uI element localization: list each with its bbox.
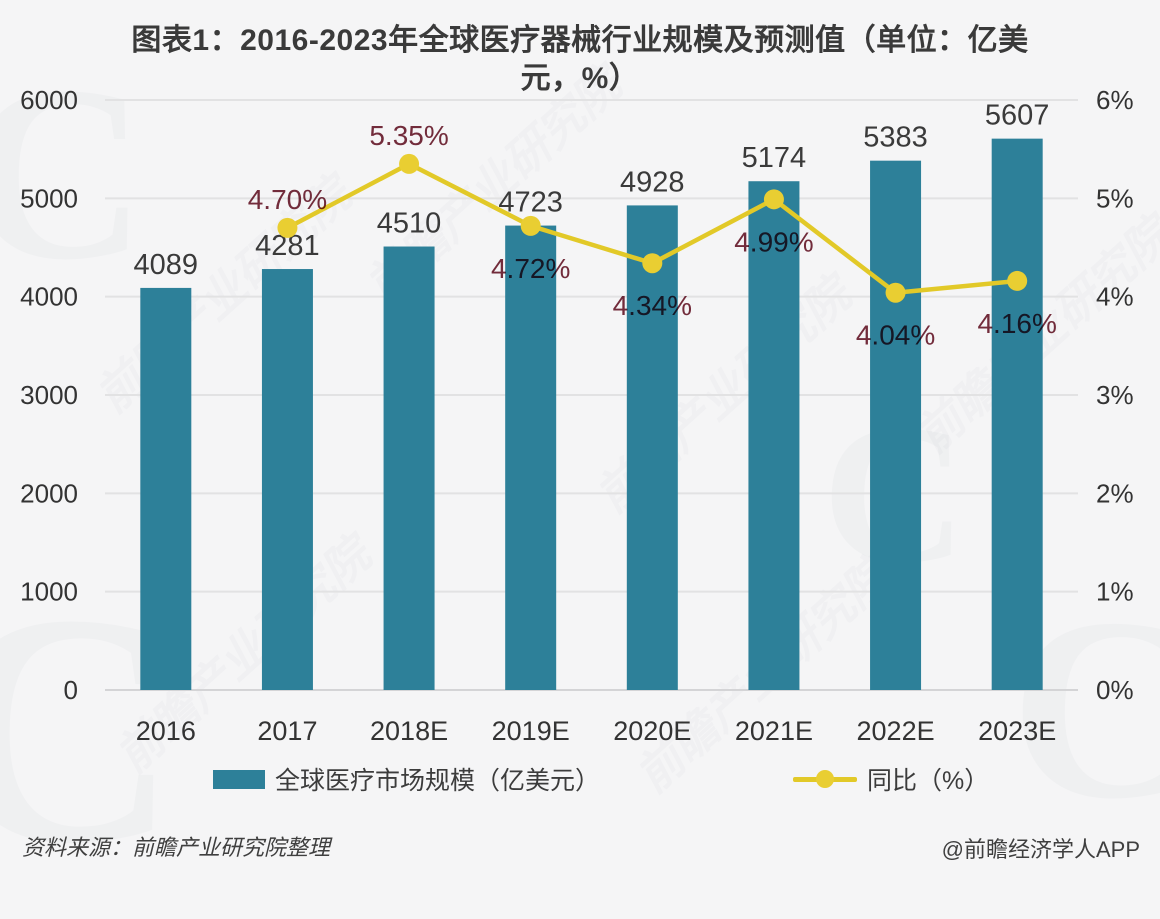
right-axis-tick-label: 6% (1096, 85, 1134, 115)
bar-series-swatch-icon (213, 769, 265, 789)
bar-2018E (383, 246, 435, 690)
x-axis-tick-label: 2022E (857, 716, 935, 746)
bar-2021E (748, 181, 800, 690)
publisher-credit: @前瞻经济学人APP (941, 837, 1140, 862)
x-axis-tick-label: 2019E (492, 716, 570, 746)
right-axis-tick-label: 4% (1096, 282, 1134, 312)
plot-area: 6000 6% 5000 5% 4000 4% 3000 3% 2000 2% 1000 1% 0 0% 4… (20, 85, 1134, 746)
bar-value-label: 5607 (985, 100, 1050, 132)
growth-value-label: 4.99% (734, 226, 813, 257)
left-axis-tick-label: 5000 (20, 183, 78, 213)
line-marker-icon (816, 770, 834, 788)
right-axis-tick-label: 5% (1096, 183, 1134, 213)
bar-2020E (626, 205, 678, 690)
growth-value-label: 4.70% (248, 184, 327, 215)
growth-marker-2018E (399, 153, 420, 174)
growth-marker-2020E (642, 253, 663, 274)
legend-label-market-size: 全球医疗市场规模（亿美元） (275, 767, 601, 795)
right-axis-tick-label: 3% (1096, 380, 1134, 410)
right-axis-tick-label: 1% (1096, 577, 1134, 607)
legend-item-market-size: 全球医疗市场规模（亿美元） (213, 762, 600, 796)
growth-value-label: 4.04% (856, 320, 935, 351)
x-axis-tick-label: 2016 (136, 716, 196, 746)
left-axis-tick-label: 0 (64, 675, 78, 705)
data-source-note: 资料来源：前瞻产业研究院整理 (22, 835, 331, 860)
bar-value-label: 5174 (742, 142, 807, 174)
right-axis-tick-label: 2% (1096, 478, 1134, 508)
bar-2017 (261, 269, 313, 690)
chart-title: 图表1：2016-2023年全球医疗器械行业规模及预测值（单位：亿美元，%） (131, 24, 1029, 95)
legend-label-growth: 同比（%） (867, 767, 990, 795)
bar-2022E (870, 160, 922, 691)
growth-value-label: 5.35% (369, 120, 448, 151)
bar-value-label: 5383 (863, 122, 928, 154)
bar-value-label: 4089 (134, 249, 199, 281)
left-axis-tick-label: 3000 (20, 380, 78, 410)
x-axis-tick-label: 2018E (370, 716, 448, 746)
left-axis-tick-label: 2000 (20, 478, 78, 508)
x-axis-tick-label: 2021E (735, 716, 813, 746)
bar-value-label: 4510 (377, 208, 442, 240)
x-axis-tick-label: 2023E (978, 716, 1056, 746)
growth-marker-2023E (1007, 270, 1028, 291)
growth-marker-2022E (885, 282, 906, 303)
right-axis-tick-label: 0% (1096, 675, 1134, 705)
growth-marker-2021E (763, 189, 784, 210)
bar-2019E (505, 225, 557, 691)
bar-2016 (140, 287, 192, 690)
growth-value-label: 4.72% (491, 253, 570, 284)
growth-marker-2017 (277, 217, 298, 238)
left-axis-tick-label: 4000 (20, 282, 78, 312)
line-series-swatch-icon (793, 770, 857, 788)
legend: 全球医疗市场规模（亿美元） 同比（%） (0, 762, 1160, 796)
legend-item-growth: 同比（%） (793, 762, 989, 796)
left-axis-tick-label: 1000 (20, 577, 78, 607)
growth-value-label: 4.16% (977, 308, 1056, 339)
x-axis-tick-label: 2020E (613, 716, 691, 746)
chart-root: C C C C 前瞻产业研究院 前瞻产业研究院 前瞻产业研究院 前瞻产业研究院 … (0, 24, 1160, 862)
left-axis-tick-label: 6000 (20, 85, 78, 115)
growth-value-label: 4.34% (613, 290, 692, 321)
growth-marker-2019E (520, 215, 541, 236)
bar-value-label: 4928 (620, 166, 685, 198)
bar-2023E (991, 138, 1043, 690)
x-axis-tick-label: 2017 (257, 716, 317, 746)
